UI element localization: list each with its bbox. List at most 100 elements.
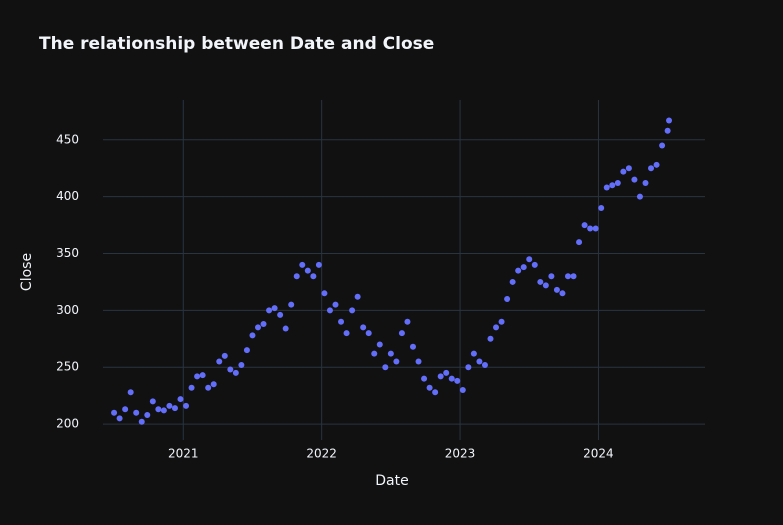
data-point bbox=[648, 165, 655, 172]
data-point bbox=[205, 384, 212, 391]
data-point bbox=[421, 375, 428, 382]
data-point bbox=[481, 361, 488, 368]
data-point bbox=[332, 301, 339, 308]
data-point bbox=[277, 311, 284, 318]
data-point bbox=[243, 347, 250, 354]
data-point bbox=[183, 402, 190, 409]
data-point bbox=[160, 407, 167, 414]
data-point bbox=[603, 184, 610, 191]
data-point bbox=[587, 225, 594, 232]
data-point bbox=[155, 406, 162, 413]
data-point bbox=[666, 117, 673, 124]
data-point bbox=[199, 372, 206, 379]
data-point bbox=[470, 350, 477, 357]
data-point bbox=[631, 176, 638, 183]
y-tick-label: 450 bbox=[56, 132, 79, 146]
data-point bbox=[338, 318, 345, 325]
data-point bbox=[592, 225, 599, 232]
data-point bbox=[343, 330, 350, 337]
data-point bbox=[382, 364, 389, 371]
data-point bbox=[122, 406, 129, 413]
data-point bbox=[415, 358, 422, 365]
data-point bbox=[454, 377, 461, 384]
chart-title: The relationship between Date and Close bbox=[39, 34, 434, 54]
data-point bbox=[509, 278, 516, 285]
data-point bbox=[271, 305, 278, 312]
data-point bbox=[426, 384, 433, 391]
data-point bbox=[149, 398, 156, 405]
data-point bbox=[564, 273, 571, 280]
data-point bbox=[171, 405, 178, 412]
data-point bbox=[504, 295, 511, 302]
data-point bbox=[127, 389, 134, 396]
data-point bbox=[432, 389, 439, 396]
data-point bbox=[653, 161, 660, 168]
data-point bbox=[559, 290, 566, 297]
data-point bbox=[448, 375, 455, 382]
data-point bbox=[365, 330, 372, 337]
data-point bbox=[614, 180, 621, 187]
data-point bbox=[304, 267, 311, 274]
data-point bbox=[260, 321, 267, 328]
y-tick-label: 400 bbox=[56, 189, 79, 203]
data-point bbox=[254, 324, 261, 331]
x-tick-label: 2023 bbox=[445, 447, 476, 461]
data-point bbox=[232, 369, 239, 376]
data-point bbox=[537, 278, 544, 285]
data-point bbox=[553, 286, 560, 293]
data-point bbox=[465, 364, 472, 371]
data-point bbox=[659, 142, 666, 149]
data-point bbox=[548, 273, 555, 280]
x-axis-title: Date bbox=[375, 473, 408, 489]
data-point bbox=[177, 396, 184, 403]
y-axis-title: Close bbox=[19, 253, 35, 291]
data-point bbox=[371, 350, 378, 357]
data-point bbox=[216, 358, 223, 365]
x-tick-label: 2021 bbox=[168, 447, 199, 461]
data-point bbox=[321, 290, 328, 297]
data-point bbox=[315, 261, 322, 268]
data-point bbox=[144, 411, 151, 418]
data-point bbox=[493, 324, 500, 331]
data-point bbox=[570, 273, 577, 280]
data-point bbox=[498, 318, 505, 325]
data-point bbox=[515, 267, 522, 274]
data-point bbox=[266, 307, 273, 314]
x-tick-label: 2022 bbox=[306, 447, 337, 461]
data-point bbox=[642, 180, 649, 187]
data-point bbox=[387, 350, 394, 357]
data-point bbox=[542, 282, 549, 289]
data-point bbox=[194, 373, 201, 380]
data-point bbox=[398, 330, 405, 337]
data-point bbox=[531, 261, 538, 268]
data-point bbox=[326, 307, 333, 314]
data-point bbox=[249, 332, 256, 339]
data-point bbox=[409, 343, 416, 350]
y-tick-label: 300 bbox=[56, 303, 79, 317]
data-point bbox=[116, 415, 123, 422]
data-point bbox=[360, 324, 367, 331]
data-point bbox=[282, 325, 289, 332]
data-point bbox=[526, 256, 533, 263]
data-point bbox=[581, 222, 588, 229]
data-point bbox=[625, 165, 632, 172]
data-point bbox=[636, 193, 643, 200]
data-point bbox=[576, 239, 583, 246]
data-point bbox=[188, 384, 195, 391]
data-point bbox=[459, 386, 466, 393]
data-point bbox=[138, 418, 145, 425]
data-point bbox=[354, 293, 361, 300]
data-point bbox=[288, 301, 295, 308]
data-point bbox=[520, 264, 527, 271]
data-point bbox=[238, 361, 245, 368]
data-point bbox=[111, 409, 118, 416]
data-point bbox=[227, 366, 234, 373]
data-point bbox=[221, 352, 228, 359]
y-tick-label: 350 bbox=[56, 246, 79, 260]
data-point bbox=[664, 127, 671, 134]
data-point bbox=[310, 273, 317, 280]
x-tick-label: 2024 bbox=[583, 447, 614, 461]
data-point bbox=[133, 409, 140, 416]
